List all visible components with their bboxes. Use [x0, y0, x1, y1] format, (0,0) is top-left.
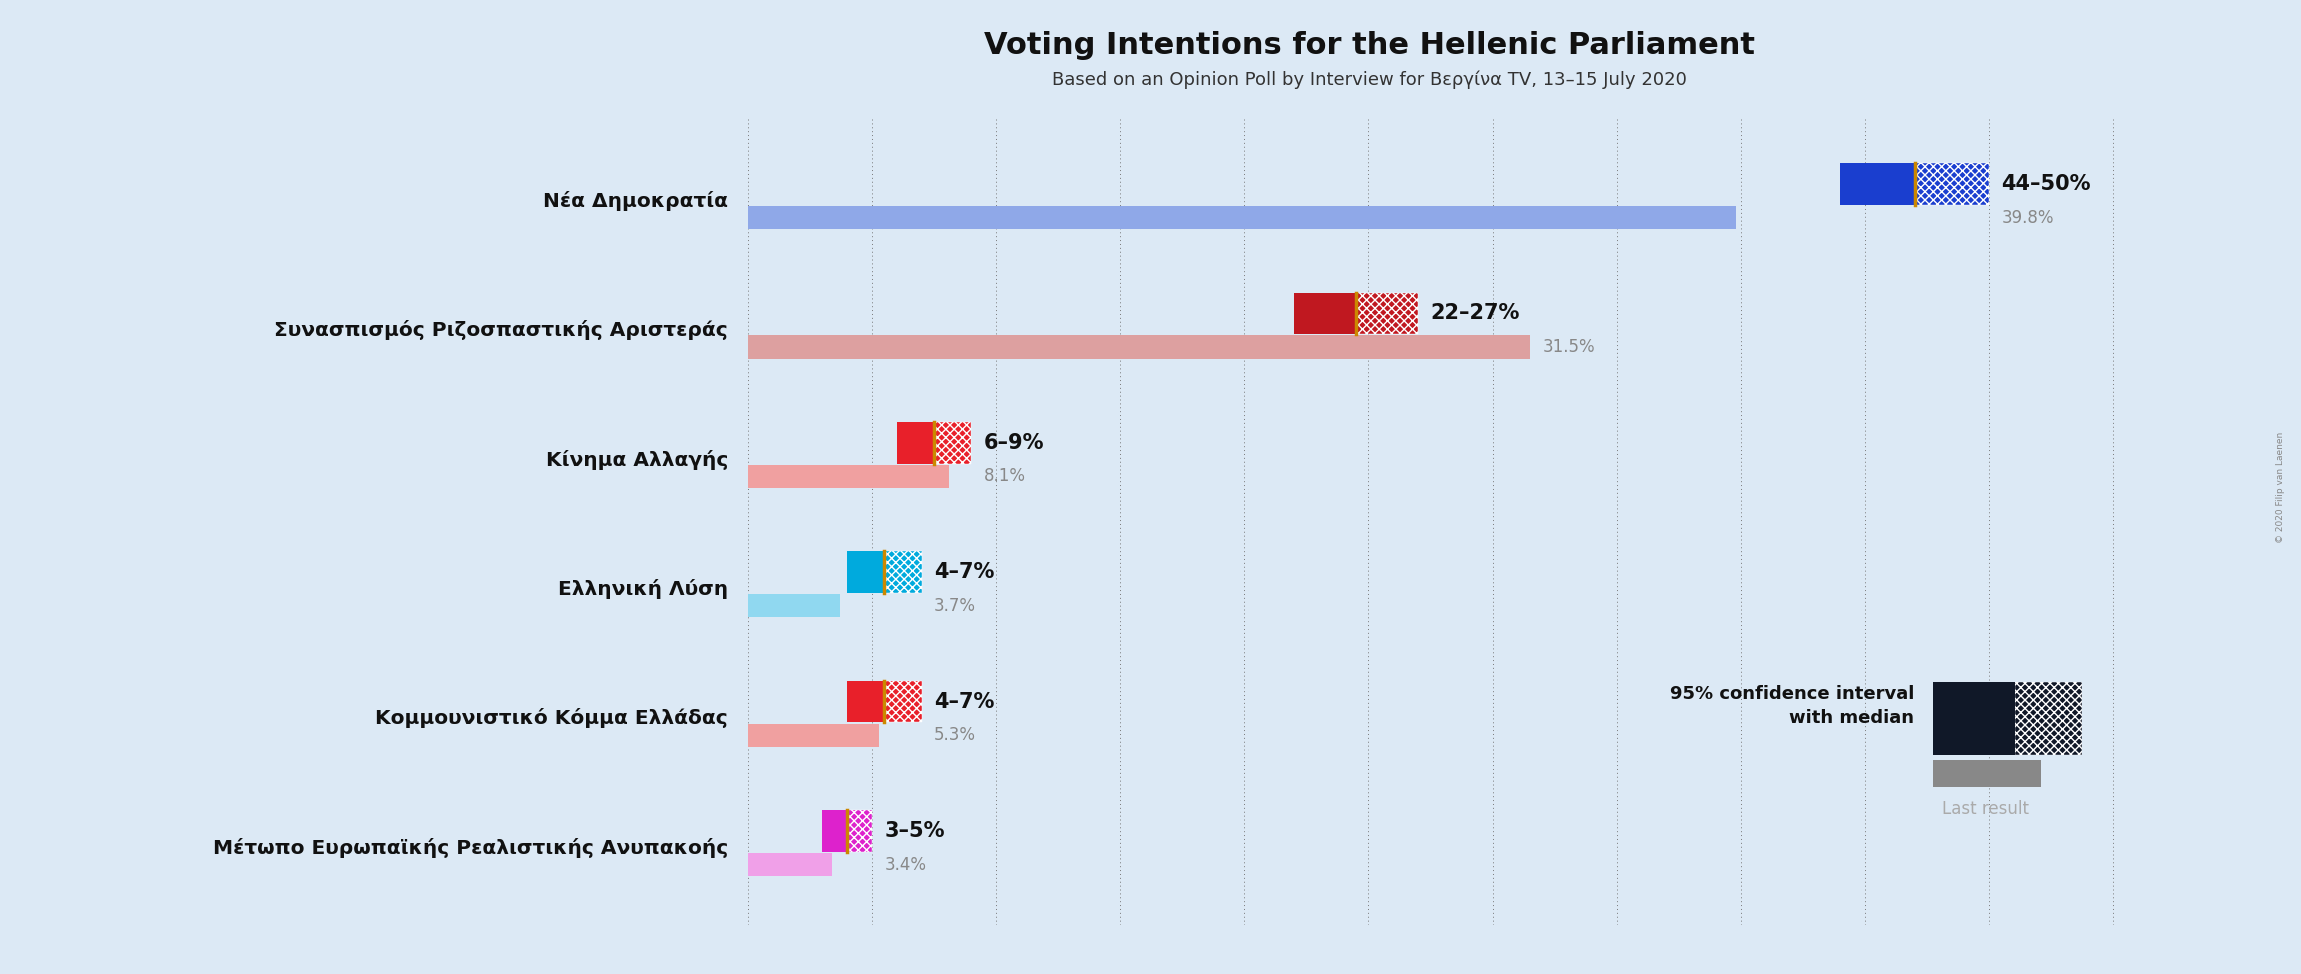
Bar: [1841, 164, 1914, 205]
Bar: [748, 853, 833, 877]
Text: Κομμουνιστικό Κόμμα Ελλάδας: Κομμουνιστικό Κόμμα Ελλάδας: [375, 708, 727, 729]
Bar: [748, 335, 1530, 358]
Bar: [748, 724, 879, 747]
Text: Νέα Δημοκρατία: Νέα Δημοκρατία: [543, 191, 727, 211]
Text: 3.7%: 3.7%: [934, 597, 976, 615]
Bar: [821, 810, 847, 851]
Text: Κίνημα Αλλαγής: Κίνημα Αλλαγής: [545, 450, 727, 469]
Bar: [1914, 164, 1988, 205]
Text: 44–50%: 44–50%: [2002, 174, 2092, 194]
Text: 3.4%: 3.4%: [884, 855, 927, 874]
Text: Συνασπισμός Ριζοσπαστικής Αριστεράς: Συνασπισμός Ριζοσπαστικής Αριστεράς: [274, 320, 727, 340]
Text: 31.5%: 31.5%: [1542, 338, 1595, 356]
Bar: [847, 810, 872, 851]
Text: 39.8%: 39.8%: [2002, 208, 2055, 227]
Text: Last result: Last result: [1942, 801, 2029, 818]
Bar: [934, 422, 971, 464]
Text: 6–9%: 6–9%: [985, 432, 1045, 453]
Text: 4–7%: 4–7%: [934, 692, 994, 712]
Bar: [748, 594, 840, 618]
Bar: [847, 681, 884, 723]
Bar: [1355, 293, 1417, 334]
Bar: [748, 206, 1735, 230]
Bar: [748, 465, 948, 488]
Text: Voting Intentions for the Hellenic Parliament: Voting Intentions for the Hellenic Parli…: [983, 31, 1756, 60]
Text: 8.1%: 8.1%: [985, 468, 1026, 485]
Text: 3–5%: 3–5%: [884, 821, 946, 841]
Text: 22–27%: 22–27%: [1431, 304, 1521, 323]
Text: Ελληνική Λύση: Ελληνική Λύση: [557, 579, 727, 599]
Bar: [1293, 293, 1355, 334]
Bar: [884, 551, 923, 593]
Text: Based on an Opinion Poll by Interview for Βεργίνα TV, 13–15 July 2020: Based on an Opinion Poll by Interview fo…: [1052, 70, 1687, 89]
Text: 95% confidence interval
with median: 95% confidence interval with median: [1671, 686, 1914, 727]
Text: Μέτωπο Ευρωπαϊκής Ρεαλιστικής Ανυπακοής: Μέτωπο Ευρωπαϊκής Ρεαλιστικής Ανυπακοής: [212, 838, 727, 858]
Text: © 2020 Filip van Laenen: © 2020 Filip van Laenen: [2276, 431, 2285, 543]
Bar: [847, 551, 884, 593]
Bar: [897, 422, 934, 464]
Bar: [884, 681, 923, 723]
Text: 4–7%: 4–7%: [934, 562, 994, 582]
Text: 5.3%: 5.3%: [934, 727, 976, 744]
